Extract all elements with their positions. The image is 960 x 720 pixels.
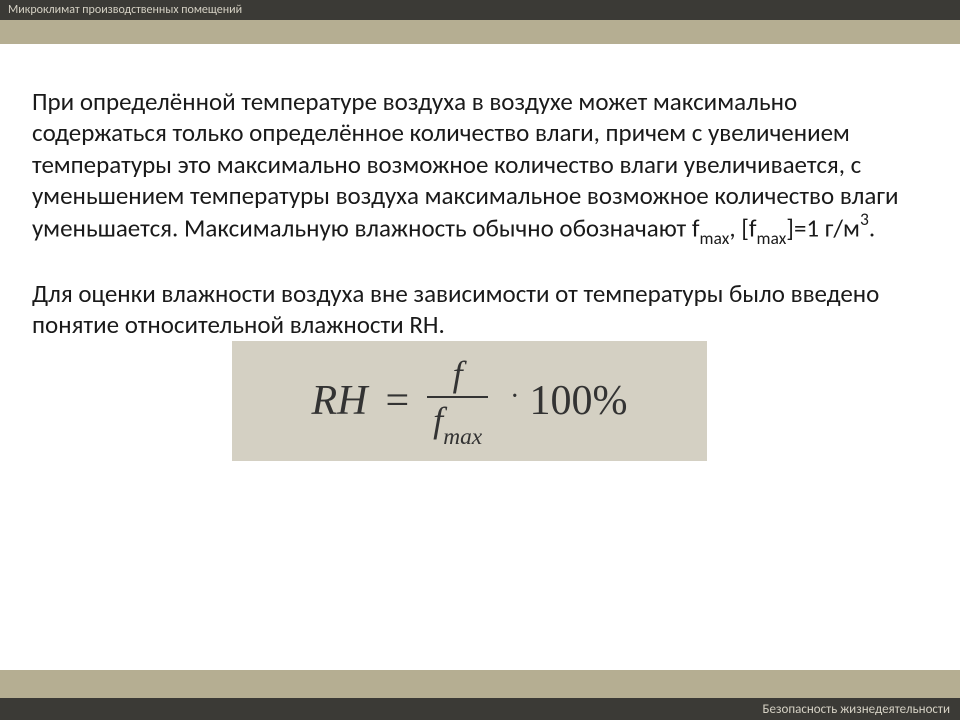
formula: RH = f fmax · 100% [311,354,627,448]
paragraph-2: Для оценки влажности воздуха вне зависим… [32,278,932,341]
header-bar: Микроклимат производственных помещений [0,0,960,20]
footer-area: Безопасность жизнедеятельности [0,670,960,720]
formula-eq: = [385,377,409,425]
slide-content: При определённой температуре воздуха в в… [0,44,960,481]
den-sub: max [443,424,482,450]
p1-sub-2: max [757,227,787,249]
footer-text: Безопасность жизнедеятельности [763,702,950,717]
p1-text-a: При определённой температуре воздуха в в… [32,86,898,243]
fraction-numerator: f [441,354,475,396]
den-base: f [433,400,443,440]
fraction-denominator: fmax [427,398,488,448]
footer-sub-bar: Безопасность жизнедеятельности [0,698,960,720]
footer-bar [0,670,960,698]
p1-text-d: . [869,212,875,243]
p1-text-c: ]=1 г/м [786,212,860,243]
body-text: При определённой температуре воздуха в в… [32,86,932,341]
formula-rhs: 100% [530,377,628,425]
formula-dot: · [510,381,519,413]
paragraph-1: При определённой температуре воздуха в в… [32,86,932,248]
formula-lhs: RH [311,377,367,425]
header-title: Микроклимат производственных помещений [8,3,242,17]
formula-fraction: f fmax [427,354,488,448]
sub-header-bar [0,20,960,44]
formula-block: RH = f fmax · 100% [232,341,707,461]
p1-sub-1: max [700,227,730,249]
p1-sup: 3 [860,208,869,230]
p1-text-b: , [f [729,212,756,243]
